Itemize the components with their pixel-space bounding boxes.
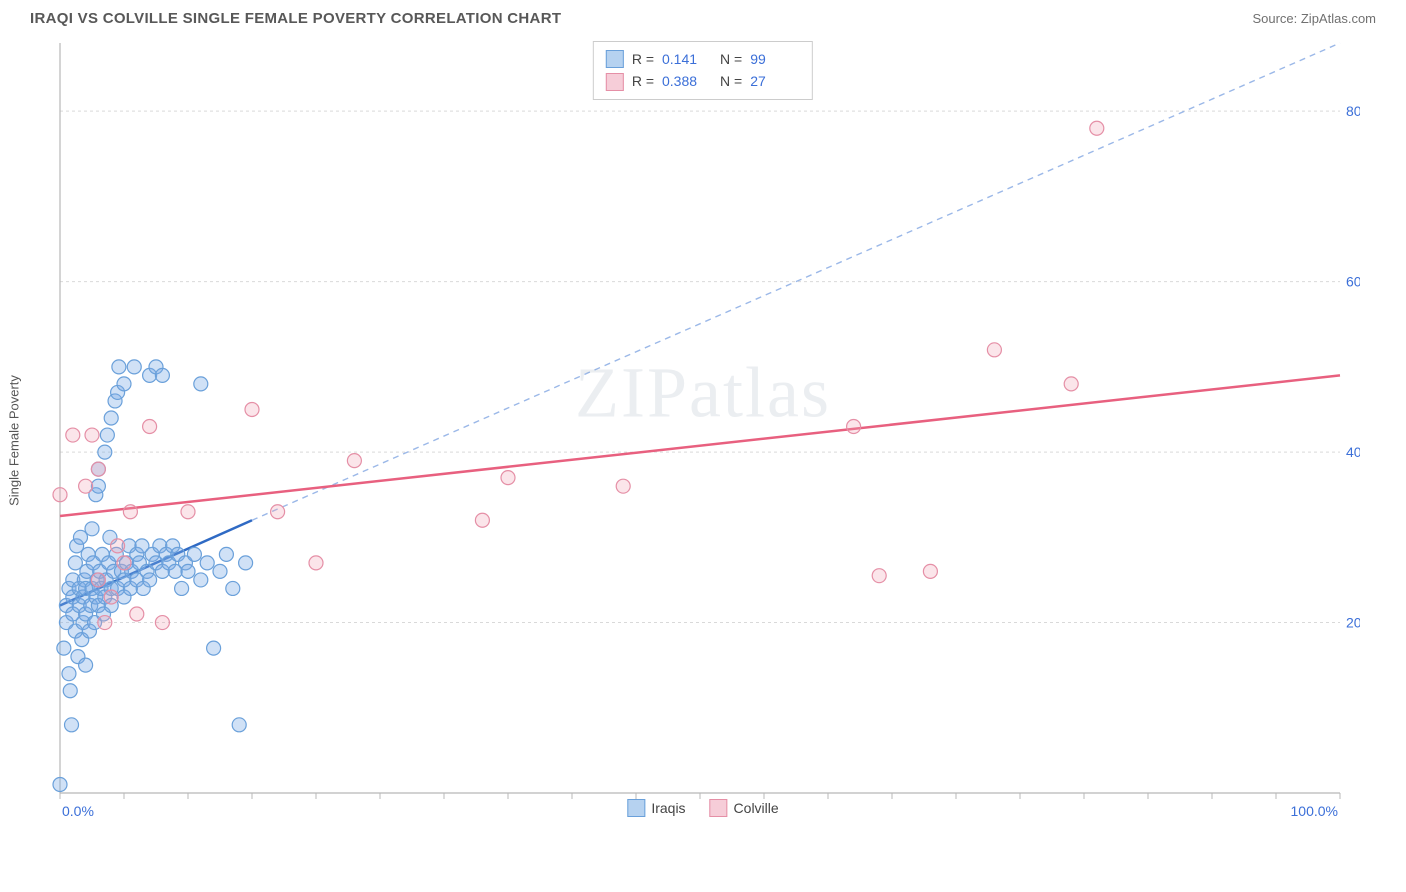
n-label: N = [720, 48, 742, 70]
r-label: R = [632, 70, 654, 92]
legend-row-iraqis: R = 0.141 N = 99 [606, 48, 800, 70]
legend-row-colville: R = 0.388 N = 27 [606, 70, 800, 92]
y-axis-label: Single Female Poverty [7, 375, 22, 506]
x-tick-min: 0.0% [62, 803, 94, 819]
swatch-iraqis-icon [606, 50, 624, 68]
svg-text:60.0%: 60.0% [1346, 274, 1360, 290]
r-label: R = [632, 48, 654, 70]
chart-container: Single Female Poverty 20.0%40.0%60.0%80.… [30, 33, 1376, 833]
r-value-colville: 0.388 [662, 70, 712, 92]
svg-text:80.0%: 80.0% [1346, 103, 1360, 119]
source-attribution: Source: ZipAtlas.com [1252, 11, 1376, 26]
n-value-iraqis: 99 [750, 48, 800, 70]
chart-title: IRAQI VS COLVILLE SINGLE FEMALE POVERTY … [30, 10, 561, 27]
n-value-colville: 27 [750, 70, 800, 92]
swatch-colville-icon [606, 73, 624, 91]
svg-text:40.0%: 40.0% [1346, 444, 1360, 460]
n-label: N = [720, 70, 742, 92]
x-tick-max: 100.0% [1291, 803, 1338, 819]
svg-text:20.0%: 20.0% [1346, 615, 1360, 631]
scatter-plot: 20.0% 40.0% 60.0% 80.0% [30, 33, 1360, 833]
r-value-iraqis: 0.141 [662, 48, 712, 70]
x-axis-labels: 0.0% 100.0% [60, 803, 1340, 819]
correlation-legend: R = 0.141 N = 99 R = 0.388 N = 27 [593, 41, 813, 100]
